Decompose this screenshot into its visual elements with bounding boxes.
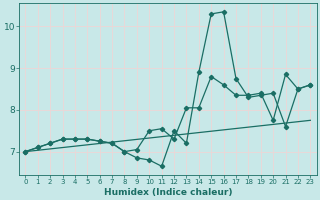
- X-axis label: Humidex (Indice chaleur): Humidex (Indice chaleur): [104, 188, 232, 197]
